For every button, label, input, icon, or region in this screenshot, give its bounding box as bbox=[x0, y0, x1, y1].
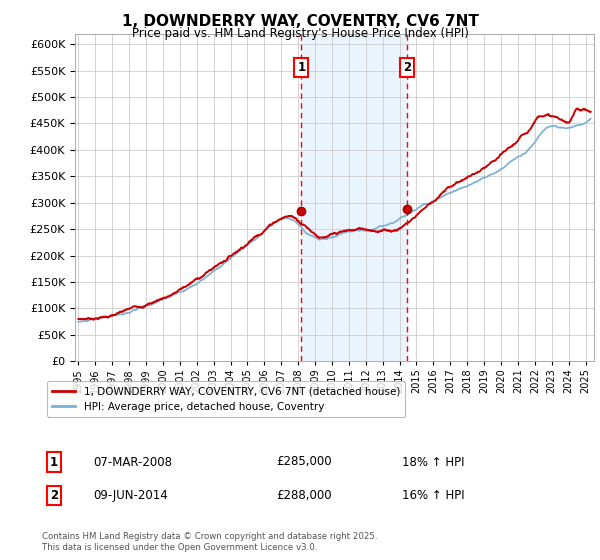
Bar bbox=[301, 34, 407, 361]
Text: Price paid vs. HM Land Registry's House Price Index (HPI): Price paid vs. HM Land Registry's House … bbox=[131, 27, 469, 40]
Text: 18% ↑ HPI: 18% ↑ HPI bbox=[402, 455, 464, 469]
Legend: 1, DOWNDERRY WAY, COVENTRY, CV6 7NT (detached house), HPI: Average price, detach: 1, DOWNDERRY WAY, COVENTRY, CV6 7NT (det… bbox=[47, 381, 405, 417]
Text: 1: 1 bbox=[298, 62, 305, 74]
Text: Contains HM Land Registry data © Crown copyright and database right 2025.
This d: Contains HM Land Registry data © Crown c… bbox=[42, 532, 377, 552]
Text: £285,000: £285,000 bbox=[276, 455, 332, 469]
Text: 1: 1 bbox=[50, 455, 58, 469]
Text: 2: 2 bbox=[50, 489, 58, 502]
Text: 1, DOWNDERRY WAY, COVENTRY, CV6 7NT: 1, DOWNDERRY WAY, COVENTRY, CV6 7NT bbox=[122, 14, 478, 29]
Text: £288,000: £288,000 bbox=[276, 489, 332, 502]
Text: 16% ↑ HPI: 16% ↑ HPI bbox=[402, 489, 464, 502]
Text: 07-MAR-2008: 07-MAR-2008 bbox=[93, 455, 172, 469]
Text: 2: 2 bbox=[403, 62, 411, 74]
Text: 09-JUN-2014: 09-JUN-2014 bbox=[93, 489, 168, 502]
